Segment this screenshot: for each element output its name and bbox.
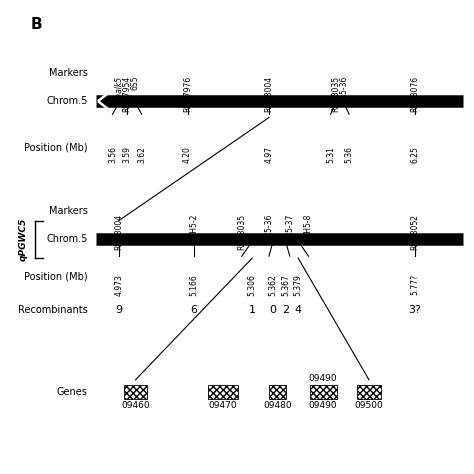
Text: 4: 4 [294, 305, 301, 315]
Text: 09500: 09500 [355, 401, 383, 410]
Text: CH5-36: CH5-36 [264, 214, 273, 242]
Text: RM18035: RM18035 [331, 75, 340, 111]
Text: 09470: 09470 [209, 401, 237, 410]
Text: 3.56: 3.56 [108, 146, 117, 163]
Text: 5.306: 5.306 [248, 274, 257, 296]
Text: B: B [31, 17, 42, 32]
Text: Position (Mb): Position (Mb) [24, 272, 88, 282]
Text: RM17954: RM17954 [123, 75, 132, 112]
Text: Markers: Markers [49, 206, 88, 216]
Bar [357, 385, 381, 399]
Text: 4.20: 4.20 [183, 146, 192, 163]
Bar [209, 385, 237, 399]
Text: CH5-36: CH5-36 [339, 75, 348, 104]
Text: 9: 9 [115, 305, 122, 315]
Text: RM18076: RM18076 [410, 75, 419, 111]
Text: 5.36: 5.36 [345, 146, 354, 163]
Text: 3?: 3? [409, 305, 421, 315]
Text: Position (Mb): Position (Mb) [24, 143, 88, 153]
Text: RM17976: RM17976 [183, 75, 192, 112]
Text: CH5-37: CH5-37 [285, 214, 294, 242]
Text: Chrom.5: Chrom.5 [46, 234, 88, 244]
Text: 09480: 09480 [263, 401, 292, 410]
Text: 3.62: 3.62 [137, 146, 146, 163]
Text: RM18052: RM18052 [410, 214, 419, 250]
Text: CH5-8: CH5-8 [304, 214, 313, 237]
Text: 5.362: 5.362 [269, 274, 278, 296]
Text: 2: 2 [282, 305, 289, 315]
Text: 09490: 09490 [309, 374, 337, 383]
Text: RM18004: RM18004 [114, 214, 123, 250]
Text: 6S5: 6S5 [131, 75, 140, 90]
Text: CH5-2: CH5-2 [189, 214, 198, 237]
Text: Markers: Markers [49, 68, 88, 78]
Text: 5.77?: 5.77? [410, 274, 419, 295]
Text: RM18004: RM18004 [264, 75, 273, 111]
Text: 5.31: 5.31 [326, 146, 335, 163]
Bar [268, 385, 286, 399]
Text: RM18035: RM18035 [237, 214, 246, 250]
Text: 0: 0 [270, 305, 277, 315]
Text: 09490: 09490 [309, 401, 337, 410]
Text: 5.166: 5.166 [189, 274, 198, 296]
Text: 09460: 09460 [121, 401, 150, 410]
Text: 5.379: 5.379 [293, 274, 302, 296]
Bar [310, 385, 337, 399]
Text: Genes: Genes [56, 387, 88, 397]
Bar [124, 385, 147, 399]
Text: Recombinants: Recombinants [18, 305, 88, 315]
Text: 3.59: 3.59 [123, 146, 132, 163]
Text: Chrom.5: Chrom.5 [46, 96, 88, 106]
Text: 5.367: 5.367 [281, 274, 290, 296]
Text: qPGWC5: qPGWC5 [18, 218, 27, 261]
Text: chalk5: chalk5 [114, 75, 123, 100]
Text: 6: 6 [191, 305, 197, 315]
Text: 4.973: 4.973 [114, 274, 123, 296]
Text: 6.25: 6.25 [410, 146, 419, 163]
Text: 1: 1 [249, 305, 256, 315]
Text: 4.97: 4.97 [264, 146, 273, 163]
